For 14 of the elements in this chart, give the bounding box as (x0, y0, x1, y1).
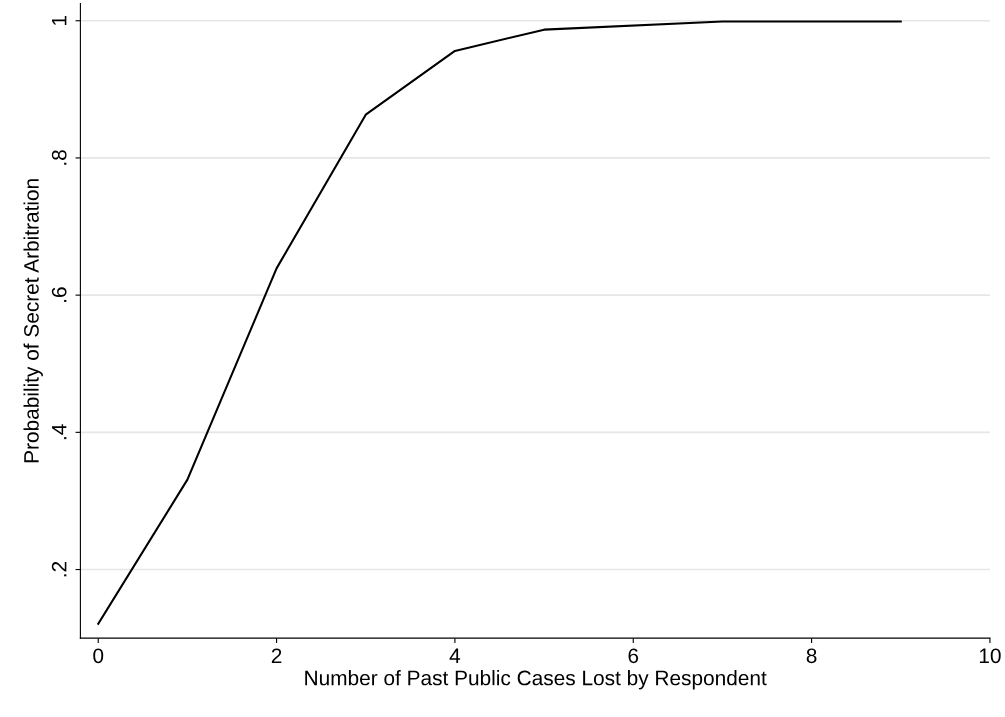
y-tick-label: .4 (52, 424, 67, 440)
x-tick-label: 4 (449, 648, 461, 663)
x-tick-label: 2 (271, 648, 282, 663)
x-tick-label: 6 (628, 648, 639, 664)
y-tick-label: .8 (51, 150, 67, 165)
x-tick-label: 8 (806, 648, 817, 664)
line-series (97, 20, 902, 625)
x-tick-label: 10 (979, 648, 1001, 664)
y-tick-label: .2 (51, 561, 67, 577)
y-tick-label: .6 (51, 287, 67, 302)
x-tick-label: 0 (93, 648, 104, 664)
x-axis-title: Number of Past Public Cases Lost by Respondent (305, 670, 767, 690)
y-axis-title: Probability of Secret Arbitration (23, 179, 43, 463)
y-tick-label: 1 (52, 15, 67, 25)
